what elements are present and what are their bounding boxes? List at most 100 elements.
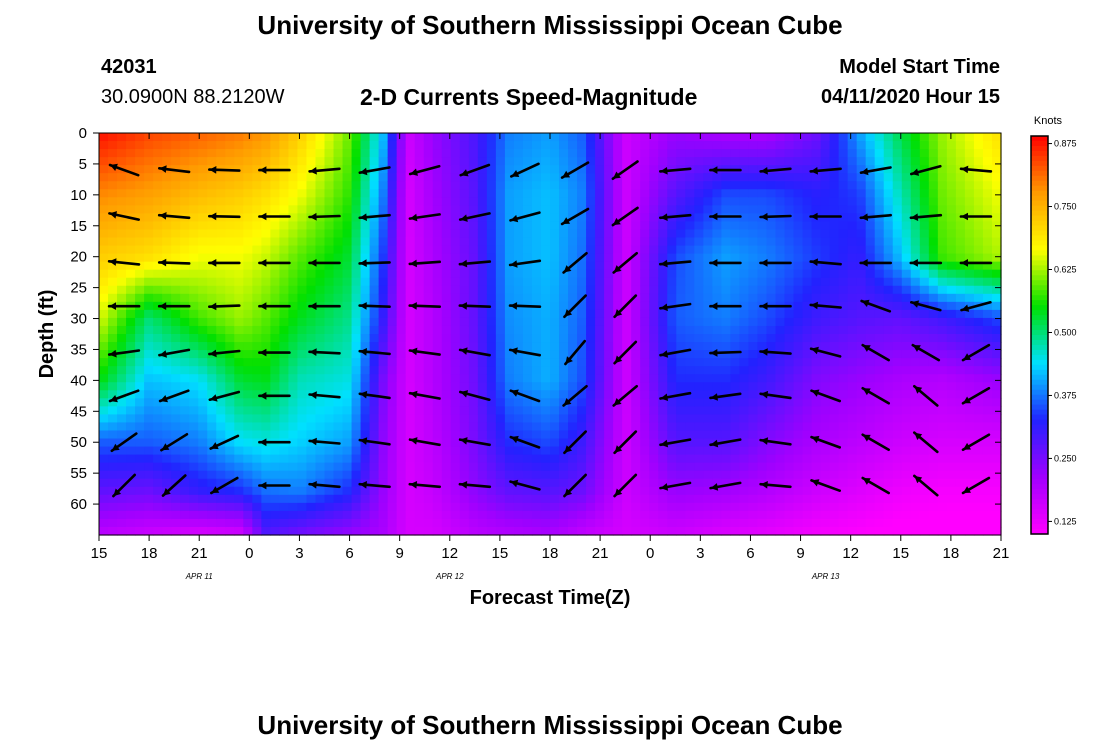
- heat-cell: [495, 317, 506, 327]
- heat-cell: [928, 350, 939, 359]
- heat-cell: [964, 342, 975, 351]
- heat-cell: [414, 229, 425, 239]
- heat-cell: [504, 317, 515, 327]
- heat-cell: [811, 414, 822, 424]
- heat-cell: [441, 253, 452, 263]
- heat-cell: [117, 149, 127, 158]
- heat-cell: [540, 301, 551, 311]
- heat-cell: [964, 189, 975, 198]
- heat-cell: [901, 398, 912, 407]
- heat-cell: [351, 301, 362, 311]
- heat-cell: [315, 398, 326, 407]
- heat-cell: [144, 430, 154, 440]
- heat-cell: [568, 414, 578, 424]
- heat-cell: [495, 221, 506, 231]
- heat-cell: [739, 181, 750, 190]
- heat-cell: [261, 149, 271, 158]
- heat-cell: [495, 189, 506, 198]
- heat-cell: [504, 406, 515, 415]
- heat-cell: [874, 221, 885, 231]
- heat-cell: [703, 317, 713, 327]
- heat-cell: [144, 285, 154, 295]
- heat-cell: [117, 446, 127, 456]
- heat-cell: [550, 414, 560, 424]
- heat-cell: [874, 390, 885, 399]
- heat-cell: [225, 317, 235, 327]
- heat-cell: [946, 197, 957, 206]
- heat-cell: [441, 205, 452, 214]
- heat-cell: [234, 430, 244, 440]
- heat-cell: [441, 317, 452, 327]
- heat-cell: [540, 486, 551, 496]
- heat-cell: [775, 237, 786, 247]
- heat-cell: [135, 382, 145, 391]
- heat-cell: [342, 325, 353, 335]
- heat-cell: [685, 438, 695, 448]
- heat-cell: [613, 317, 623, 327]
- heat-cell: [504, 494, 515, 504]
- heat-cell: [577, 454, 587, 464]
- heat-cell: [198, 325, 208, 335]
- heat-cell: [189, 221, 199, 231]
- heat-cell: [531, 133, 542, 142]
- heat-cell: [486, 390, 497, 399]
- heat-cell: [171, 309, 181, 319]
- heat-cell: [901, 454, 912, 464]
- heat-cell: [955, 350, 966, 359]
- heat-cell: [685, 454, 695, 464]
- heat-cell: [423, 398, 434, 407]
- heat-cell: [784, 462, 795, 472]
- heat-cell: [649, 221, 659, 231]
- heat-cell: [595, 406, 605, 415]
- heat-cell: [658, 221, 668, 231]
- heat-cell: [766, 334, 777, 343]
- heat-cell: [811, 366, 822, 375]
- heat-cell: [856, 293, 867, 303]
- heat-cell: [595, 309, 605, 319]
- heat-cell: [234, 277, 244, 287]
- heat-cell: [297, 157, 308, 166]
- heat-cell: [568, 165, 578, 174]
- heat-cell: [477, 430, 488, 440]
- heat-cell: [486, 382, 497, 391]
- heat-cell: [802, 358, 813, 367]
- heat-cell: [351, 293, 362, 303]
- heat-cell: [811, 221, 822, 231]
- heat-cell: [658, 470, 668, 480]
- heat-cell: [531, 526, 542, 536]
- heat-cell: [414, 317, 425, 327]
- heat-cell: [522, 277, 533, 287]
- heat-cell: [261, 526, 271, 536]
- heat-cell: [189, 325, 199, 335]
- heat-cell: [676, 414, 686, 424]
- heat-cell: [234, 398, 244, 407]
- heat-cell: [973, 285, 984, 295]
- heat-cell: [847, 301, 858, 311]
- heat-cell: [775, 277, 786, 287]
- heat-cell: [559, 366, 569, 375]
- heat-cell: [378, 446, 389, 456]
- heat-cell: [99, 382, 109, 391]
- heat-cell: [513, 398, 524, 407]
- heat-cell: [252, 438, 262, 448]
- heat-cell: [252, 350, 262, 359]
- heat-cell: [784, 205, 795, 214]
- heat-cell: [946, 261, 957, 271]
- heat-cell: [252, 213, 262, 223]
- heat-cell: [838, 261, 849, 271]
- heat-cell: [216, 269, 226, 279]
- heat-cell: [378, 277, 389, 287]
- heat-cell: [595, 342, 605, 351]
- heat-cell: [414, 221, 425, 231]
- heat-cell: [982, 293, 993, 303]
- heat-cell: [450, 462, 461, 472]
- heat-cell: [991, 181, 1002, 190]
- heat-cell: [459, 277, 470, 287]
- heat-cell: [766, 486, 777, 496]
- heat-cell: [838, 390, 849, 399]
- heat-cell: [333, 518, 344, 528]
- heat-cell: [703, 358, 713, 367]
- heat-cell: [486, 309, 497, 319]
- heat-cell: [288, 173, 299, 182]
- heat-cell: [964, 358, 975, 367]
